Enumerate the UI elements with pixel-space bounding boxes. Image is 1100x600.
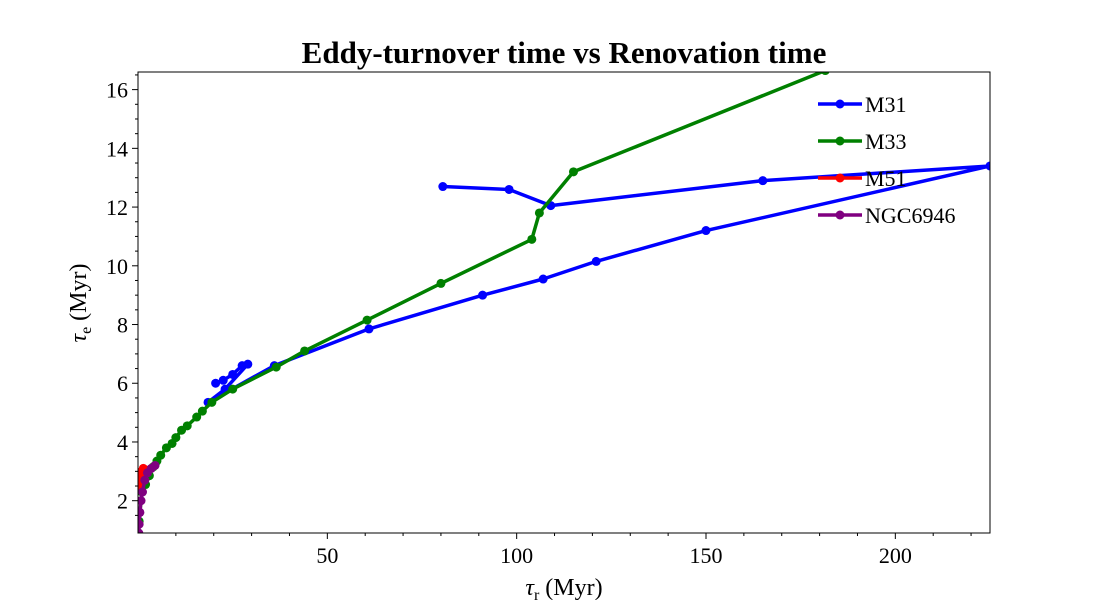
point-m33-6 [156,450,166,460]
x-tick-label-3: 200 [879,543,912,568]
point-ngc6946-3 [138,496,146,506]
point-m31-12 [701,226,711,236]
y-axis-label: τe (Myr) [66,263,95,342]
point-m33-16 [271,362,281,372]
legend-item-ngc6946: NGC6946 [818,203,955,228]
point-m31-17 [438,182,448,192]
point-ngc6946-2 [138,507,145,517]
legend-label: M31 [865,92,907,117]
y-tick-label-3: 8 [117,313,128,338]
point-ngc6946-4 [138,487,148,497]
point-m31-13 [985,161,990,171]
point-m31-4 [243,359,253,369]
ticks-layer: 50 100 150 200 2 4 6 8 10 12 14 16 [106,74,972,568]
point-ngc6946-0 [138,528,144,533]
y-tick-label-1: 4 [117,430,128,455]
x-tick-label-2: 150 [690,543,723,568]
point-m31-0 [211,378,221,388]
point-m31-8 [364,324,374,334]
legend: M31 M33 M51 NGC6946 [818,92,955,228]
point-ngc6946-8 [150,460,160,470]
point-m31-2 [228,369,238,379]
point-ngc6946-1 [138,519,144,529]
y-tick-label-4: 10 [106,254,128,279]
plot-frame [137,71,991,534]
point-m33-17 [300,346,310,356]
x-axis-label: τr (Myr) [525,575,602,600]
x-tick-label-0: 50 [316,543,338,568]
point-m33-14 [207,397,217,407]
point-m33-13 [197,406,207,416]
y-tick-label-2: 6 [117,371,128,396]
legend-marker [835,136,845,146]
series-m31 [203,161,990,407]
series-line-m31 [206,164,990,405]
point-m31-16 [504,184,514,194]
point-m33-19 [436,278,446,288]
legend-label: NGC6946 [865,203,955,228]
point-m33-9 [171,433,181,443]
point-m31-11 [591,256,601,266]
legend-item-m33: M33 [818,129,907,154]
series-ngc6946 [138,460,160,533]
point-ngc6946-5 [140,475,150,485]
point-m31-10 [538,274,548,284]
legend-marker [835,173,845,183]
y-tick-label-6: 14 [106,136,128,161]
point-m33-18 [362,315,372,325]
point-m31-1 [218,375,228,385]
point-m33-22 [568,167,578,177]
legend-marker [835,210,845,220]
legend-item-m31: M31 [818,92,907,117]
point-m33-11 [182,421,192,431]
y-tick-label-7: 16 [106,78,128,103]
point-m33-23 [821,72,830,76]
y-tick-label-5: 12 [106,195,128,220]
point-m31-14 [758,176,768,186]
point-m31-9 [478,290,488,300]
point-m33-21 [534,208,544,218]
point-m33-12 [192,412,202,422]
legend-label: M51 [865,166,907,191]
chart-title: Eddy-turnover time vs Renovation time [302,35,827,70]
point-m33-20 [527,234,537,244]
legend-item-m51: M51 [818,166,907,191]
x-tick-label-1: 100 [500,543,533,568]
y-tick-label-0: 2 [117,489,128,514]
point-m33-15 [228,384,238,394]
legend-marker [835,99,845,109]
legend-label: M33 [865,129,907,154]
series-layer [138,72,990,533]
